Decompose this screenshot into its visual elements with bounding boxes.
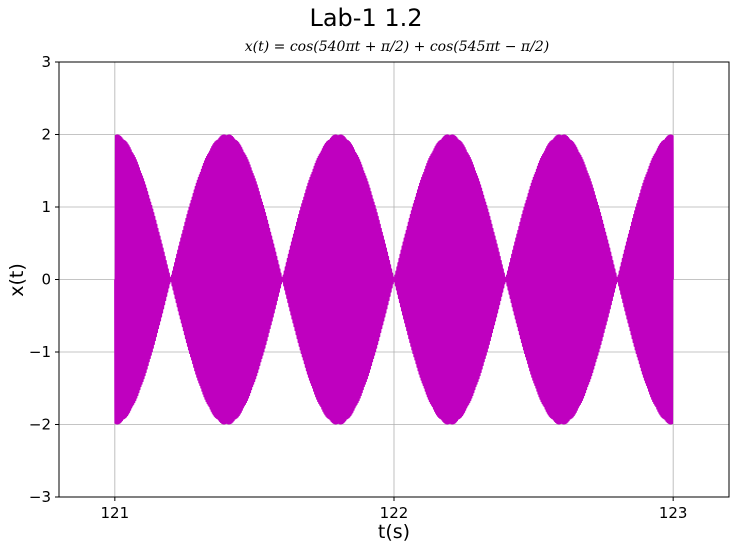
y-tick-label-2: −1 xyxy=(29,343,51,361)
y-tick-label-4: 1 xyxy=(41,198,51,216)
chart-subtitle: x(t) = cos(540πt + π/2) + cos(545πt − π/… xyxy=(245,39,549,55)
x-tick-label-0: 121 xyxy=(101,504,130,522)
y-tick-label-6: 3 xyxy=(41,53,51,71)
chart-title: Lab-1 1.2 xyxy=(309,4,422,32)
x-tick-label-2: 123 xyxy=(659,504,688,522)
y-tick-label-0: −3 xyxy=(29,488,51,506)
y-tick-label-5: 2 xyxy=(41,126,51,144)
x-axis: 121 122 123 xyxy=(101,497,688,522)
y-tick-label-3: 0 xyxy=(41,271,51,289)
x-axis-label: t(s) xyxy=(378,521,410,543)
y-tick-label-1: −2 xyxy=(29,416,51,434)
series-group xyxy=(114,134,674,425)
series-line-0 xyxy=(114,134,674,425)
y-axis: −3 −2 −1 0 1 2 3 xyxy=(29,53,59,506)
x-tick-label-1: 122 xyxy=(380,504,409,522)
y-axis-label: x(t) xyxy=(6,263,28,297)
